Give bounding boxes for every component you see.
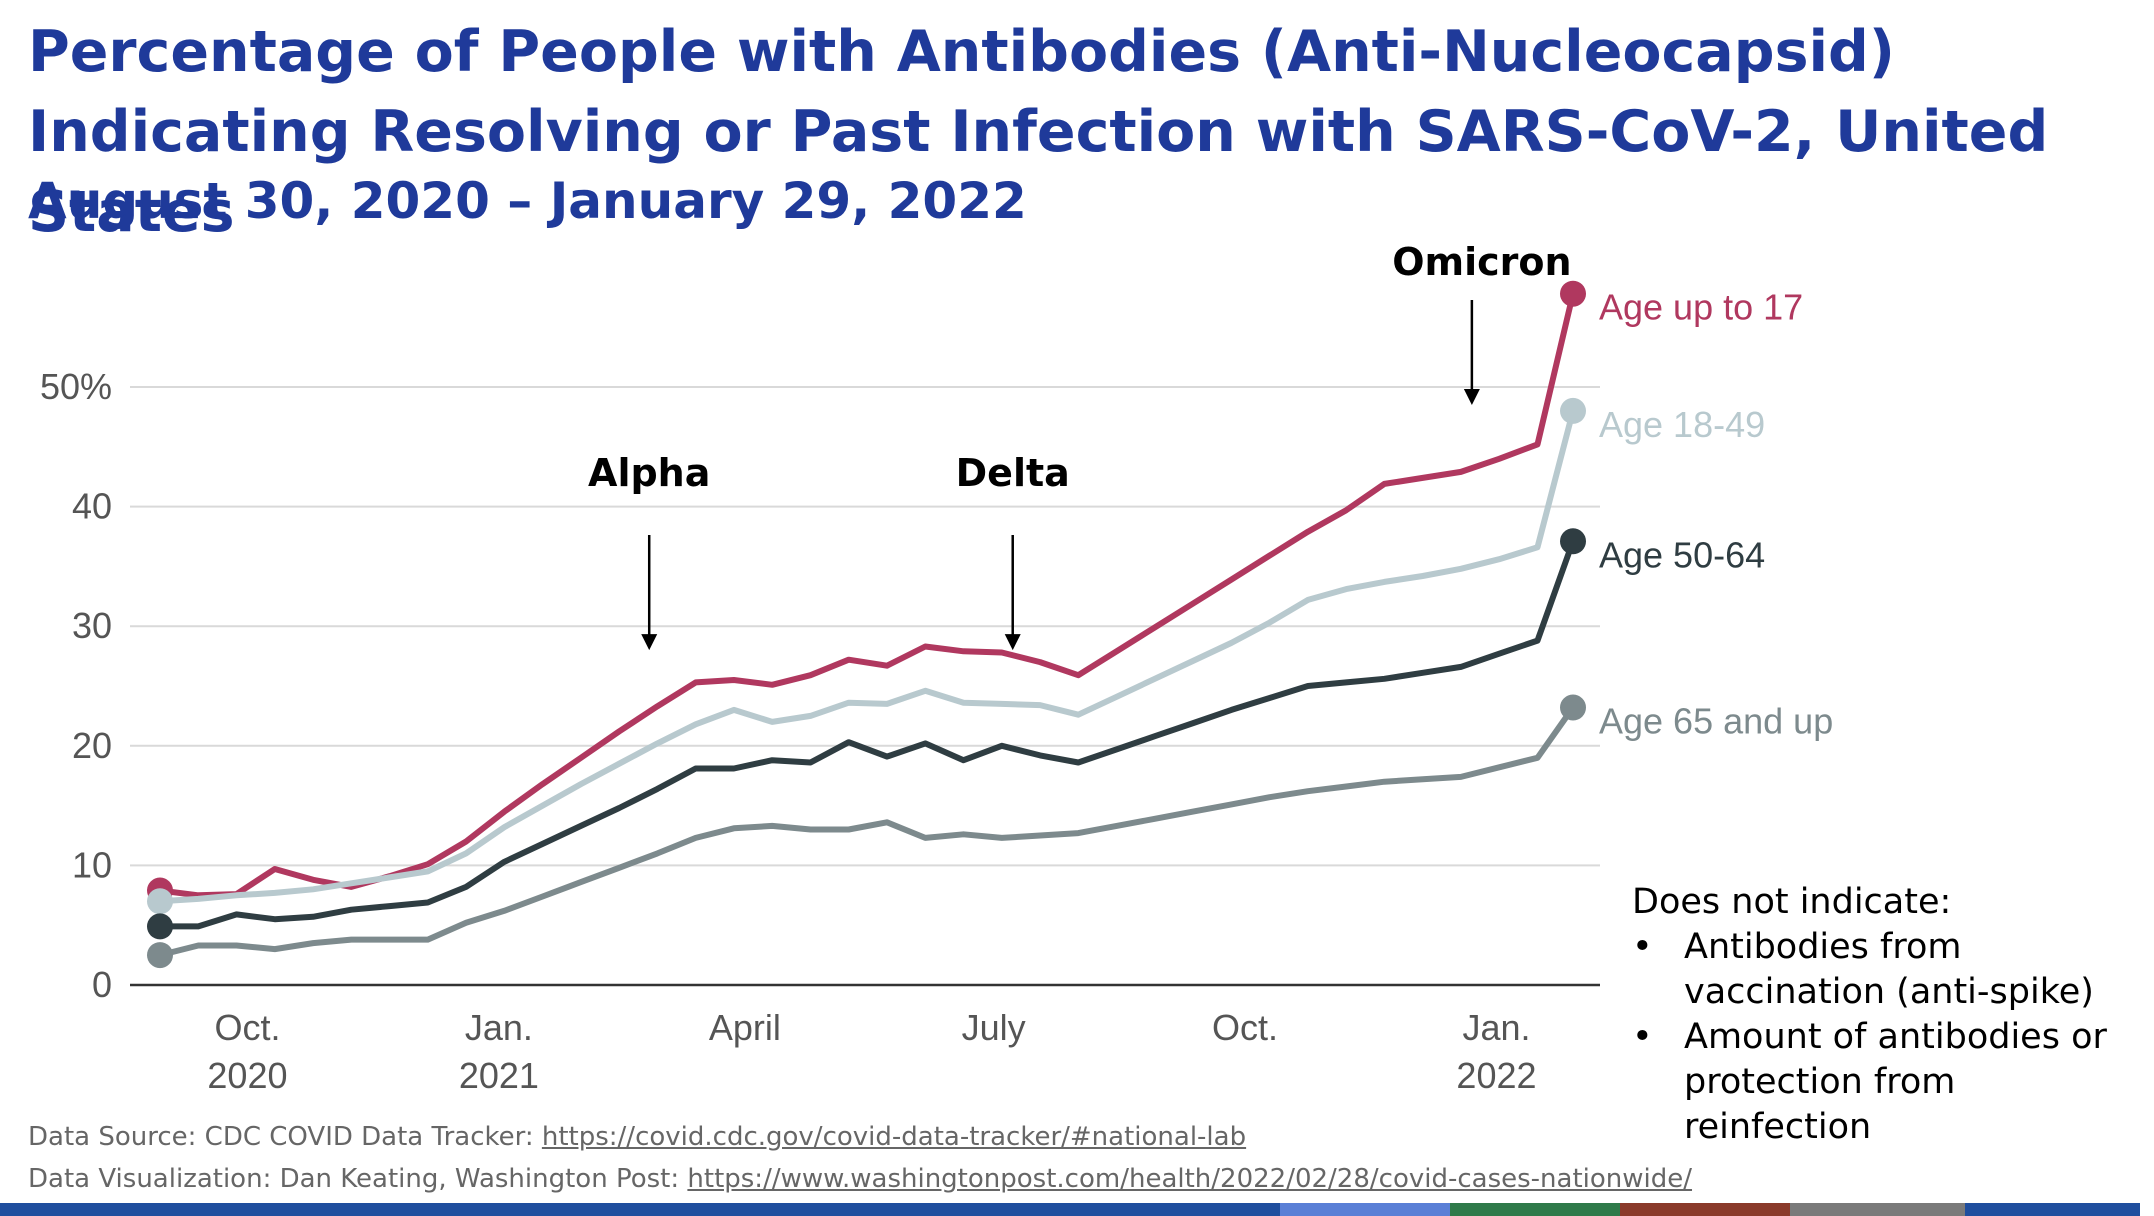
x-tick-label: Oct.: [1212, 1007, 1278, 1048]
footer-color-segment: [558, 1203, 744, 1216]
note-heading: Does not indicate:: [1632, 882, 1952, 922]
series-end-point: [1560, 280, 1586, 307]
footer-color-segment: [930, 1203, 1280, 1216]
series-label: Age 18-49: [1599, 404, 1765, 445]
variant-label: Delta: [956, 451, 1070, 495]
x-tick-year-label: 2020: [207, 1055, 287, 1096]
series-start-point: [147, 913, 173, 940]
footer-color-segment: [372, 1203, 558, 1216]
bullet-icon: •: [1632, 1017, 1653, 1057]
footer-color-segment: [744, 1203, 930, 1216]
footer-color-segment: [186, 1203, 372, 1216]
footer-color-segment: [1280, 1203, 1450, 1216]
series-end-point: [1560, 528, 1586, 555]
annotation-layer: Alpha Delta Omicron: [588, 240, 1572, 651]
data-viz-label: Data Visualization: Dan Keating, Washing…: [28, 1164, 688, 1194]
note-item: • Antibodies from vaccination (anti-spike…: [1632, 925, 2152, 1015]
note-item-text: Amount of antibodies or protection from …: [1684, 1017, 2107, 1147]
series-label: Age 50-64: [1599, 534, 1765, 575]
sources: Data Source: CDC COVID Data Tracker: htt…: [28, 1116, 1692, 1200]
series-layer: Age up to 17 Age 18-49 Age 50-64 Age 65 and…: [147, 280, 1833, 969]
series-line: [157, 704, 1576, 959]
series-start-point: [147, 888, 173, 915]
y-tick-label: 10: [72, 844, 112, 885]
note-item-text: Antibodies from vaccination (anti-spike): [1684, 927, 2094, 1012]
arrow-head-icon: [641, 634, 658, 651]
data-source-label: Data Source: CDC COVID Data Tracker:: [28, 1122, 542, 1152]
x-tick-year-label: 2021: [459, 1055, 539, 1096]
y-tick-label: 0: [92, 964, 112, 1005]
series-line: [157, 407, 1576, 905]
footer-color-bar: [0, 1203, 2154, 1216]
data-source-line: Data Source: CDC COVID Data Tracker: htt…: [28, 1116, 1692, 1158]
x-tick-label: Oct.: [214, 1007, 280, 1048]
y-tick-label: 20: [72, 725, 112, 766]
note-item: • Amount of antibodies or protection from…: [1632, 1015, 2152, 1150]
footer-color-segment: [0, 1203, 186, 1216]
grid-layer: [130, 386, 1600, 867]
arrow-head-icon: [1463, 388, 1480, 405]
x-tick-label: Jan.: [1462, 1007, 1530, 1048]
x-tick-label: July: [962, 1007, 1026, 1048]
series-line: [157, 290, 1576, 899]
footer-color-segment: [1790, 1203, 1965, 1216]
variant-label: Omicron: [1392, 240, 1571, 284]
note-list: • Antibodies from vaccination (anti-spike…: [1632, 925, 2152, 1150]
data-viz-link[interactable]: https://www.washingtonpost.com/health/20…: [687, 1164, 1693, 1194]
footer-color-segment: [1620, 1203, 1790, 1216]
data-viz-line: Data Visualization: Dan Keating, Washing…: [28, 1158, 1692, 1200]
arrow-head-icon: [1004, 634, 1021, 651]
footer-color-segment: [1965, 1203, 2140, 1216]
series-label: Age up to 17: [1599, 287, 1803, 328]
footer-color-segment: [1450, 1203, 1620, 1216]
x-tick-label: April: [709, 1007, 781, 1048]
y-tick-label: 40: [72, 486, 112, 527]
variant-label: Alpha: [588, 451, 710, 495]
series-start-point: [147, 942, 173, 969]
x-tick-year-label: 2022: [1456, 1055, 1536, 1096]
x-tick-label: Jan.: [465, 1007, 533, 1048]
series-label: Age 65 and up: [1599, 701, 1833, 742]
page-subtitle: August 30, 2020 – January 29, 2022: [28, 172, 1027, 230]
bullet-icon: •: [1632, 927, 1653, 967]
data-source-link[interactable]: https://covid.cdc.gov/covid-data-tracker…: [541, 1122, 1247, 1152]
series-end-point: [1560, 397, 1586, 424]
y-tick-label: 50%: [40, 366, 112, 407]
axis-layer: 0 10 20 30 40 50% Oct. 2020 Jan. 2021 April July Oct…: [40, 366, 1600, 1096]
series-line: [157, 538, 1576, 930]
y-tick-label: 30: [72, 605, 112, 646]
disclaimer-note: Does not indicate: • Antibodies from vacc…: [1632, 880, 2152, 1150]
antibody-line-chart: 0 10 20 30 40 50% Oct. 2020 Jan. 2021 April July Oct…: [40, 240, 1833, 1096]
page-title: Percentage of People with Antibodies (An…: [28, 19, 2049, 245]
series-end-point: [1560, 694, 1586, 721]
